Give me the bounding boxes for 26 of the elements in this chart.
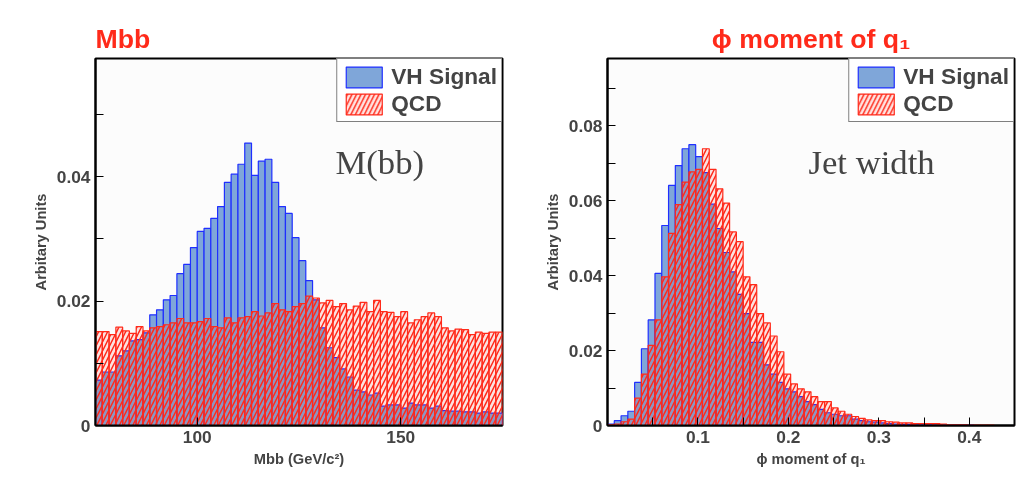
legend-label: QCD (391, 90, 442, 117)
y-axis-title: Arbitary Units (544, 193, 561, 291)
legend-label: VH Signal (903, 63, 1009, 90)
y-tick-label: 0.04 (568, 265, 603, 286)
legend-label: QCD (903, 90, 954, 117)
x-axis-title: ϕ moment of q₁ (756, 450, 866, 467)
y-tick-label: 0.02 (56, 291, 91, 312)
y-tick-label: 0 (80, 415, 91, 436)
x-tick-label: 0.2 (776, 426, 801, 447)
y-axis-title: Arbitary Units (32, 193, 49, 291)
y-tick-label: 0.04 (56, 166, 91, 187)
x-tick-label: 100 (182, 426, 212, 447)
legend-label: VH Signal (391, 63, 497, 90)
x-tick-label: 150 (386, 426, 416, 447)
x-tick-label: 0.1 (685, 426, 711, 447)
chart-title: ϕ moment of q₁ (711, 23, 911, 54)
y-tick-label: 0.08 (568, 115, 603, 136)
annotation: Jet width (808, 142, 935, 181)
x-tick-label: 0.3 (866, 426, 892, 447)
y-tick-label: 0 (592, 415, 603, 436)
annotation: M(bb) (335, 142, 425, 182)
x-tick-label: 0.4 (957, 426, 982, 447)
x-axis-title: Mbb (GeV/c²) (253, 450, 345, 467)
y-tick-label: 0.02 (568, 340, 603, 361)
y-tick-label: 0.06 (568, 190, 603, 211)
chart-title: Mbb (95, 23, 151, 54)
